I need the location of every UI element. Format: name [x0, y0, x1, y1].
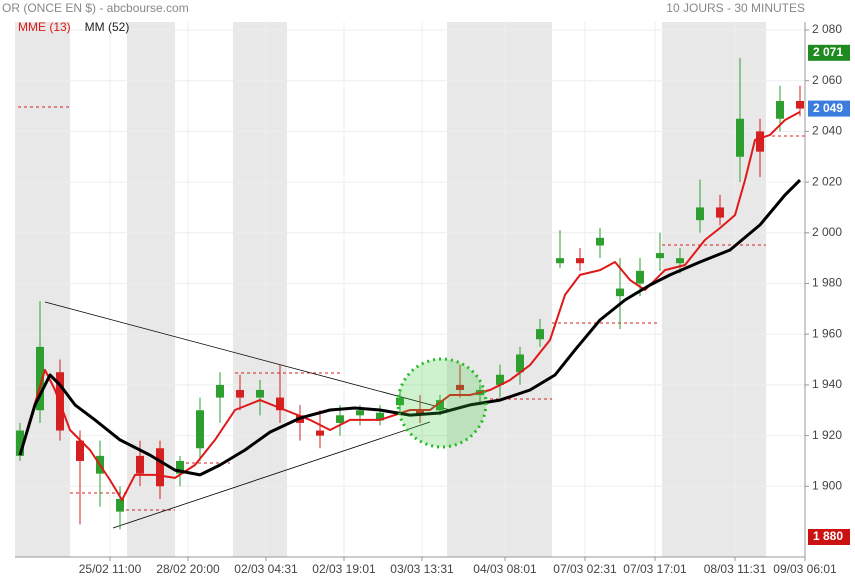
x-tick-label: 25/02 11:00 — [79, 562, 142, 576]
candle-body — [336, 415, 344, 423]
price-tag-label: 2 071 — [813, 45, 843, 59]
chart-subtitle: 10 JOURS - 30 MINUTES — [666, 1, 805, 15]
price-tag-label: 1 880 — [813, 529, 843, 543]
candle-body — [756, 131, 764, 152]
candle-body — [116, 498, 124, 512]
candle-body — [356, 410, 364, 416]
candle-body — [216, 384, 224, 398]
annotations — [18, 106, 805, 529]
candle-body — [776, 100, 784, 119]
trend-line — [112, 421, 431, 529]
candle-body — [196, 410, 204, 449]
x-tick-label: 09/03 06:01 — [773, 562, 837, 576]
candle-body — [536, 329, 544, 340]
series-line — [18, 179, 802, 477]
candle-body — [696, 207, 704, 221]
candle-body — [136, 455, 144, 474]
y-tick-label: 2 000 — [812, 225, 842, 239]
candle-body — [376, 412, 384, 421]
price-tag — [808, 529, 850, 545]
candle-body — [76, 440, 84, 461]
axes: 1 900 1 920 1 940 1 960 1 980 2 000 2 020 2 040… — [18, 20, 850, 576]
price-tag-label: 2 049 — [813, 101, 843, 115]
x-tick-label: 02/03 04:31 — [234, 562, 298, 576]
candle-body — [676, 258, 684, 264]
candle-body — [156, 448, 164, 487]
candle-body — [616, 288, 624, 297]
candle-body — [636, 270, 644, 284]
candle-body — [576, 258, 584, 264]
legend-entry: MM (52) — [85, 20, 130, 34]
candle-body — [556, 258, 564, 264]
price-tag — [808, 44, 850, 61]
band — [127, 22, 175, 557]
series-line — [19, 111, 801, 501]
x-tick-label: 04/03 08:01 — [473, 562, 537, 576]
trend-line — [44, 301, 451, 411]
y-tick-label: 2 060 — [812, 73, 842, 87]
candle-body — [436, 400, 444, 411]
y-tick-label: 2 020 — [812, 174, 842, 188]
y-tick-label: 2 080 — [812, 22, 842, 36]
x-tick-label: 03/03 13:31 — [390, 562, 454, 576]
candle-body — [276, 397, 284, 411]
candle-body — [716, 207, 724, 218]
chart-title: OR (ONCE EN $) - abcbourse.com — [2, 1, 189, 15]
y-tick-label: 1 980 — [812, 276, 842, 290]
highlight-circle — [396, 357, 488, 449]
candle-body — [656, 253, 664, 259]
y-tick-label: 2 040 — [812, 124, 842, 138]
y-tick-label: 1 900 — [812, 478, 842, 492]
candle-body — [496, 374, 504, 385]
x-tick-label: 02/03 19:01 — [312, 562, 376, 576]
band — [662, 22, 766, 557]
x-tick-label: 08/03 11:31 — [704, 562, 767, 576]
band — [447, 22, 552, 557]
band — [233, 22, 287, 557]
x-tick-label: 07/03 02:31 — [553, 562, 617, 576]
candle-body — [596, 237, 604, 246]
y-tick-label: 1 960 — [812, 326, 842, 340]
x-tick-label: 28/02 20:00 — [156, 562, 220, 576]
candle-body — [236, 389, 244, 398]
session-bands — [15, 22, 766, 557]
price-tag — [808, 100, 850, 117]
candle-body — [256, 389, 264, 398]
levels — [18, 106, 805, 511]
candle-body — [396, 397, 404, 406]
candle-body — [736, 118, 744, 157]
marks — [16, 57, 804, 530]
candle-body — [36, 346, 44, 411]
candle-body — [16, 430, 24, 456]
y-tick-label: 1 940 — [812, 377, 842, 391]
candle-body — [176, 460, 184, 474]
legend-entry: MME (13) — [18, 20, 71, 34]
candle-body — [796, 100, 804, 109]
y-tick-label: 1 920 — [812, 428, 842, 442]
candle-body — [456, 384, 464, 390]
band — [15, 22, 70, 557]
candle-body — [316, 430, 324, 436]
x-tick-label: 07/03 17:01 — [623, 562, 687, 576]
candle-body — [516, 354, 524, 373]
candle-body — [416, 410, 424, 416]
